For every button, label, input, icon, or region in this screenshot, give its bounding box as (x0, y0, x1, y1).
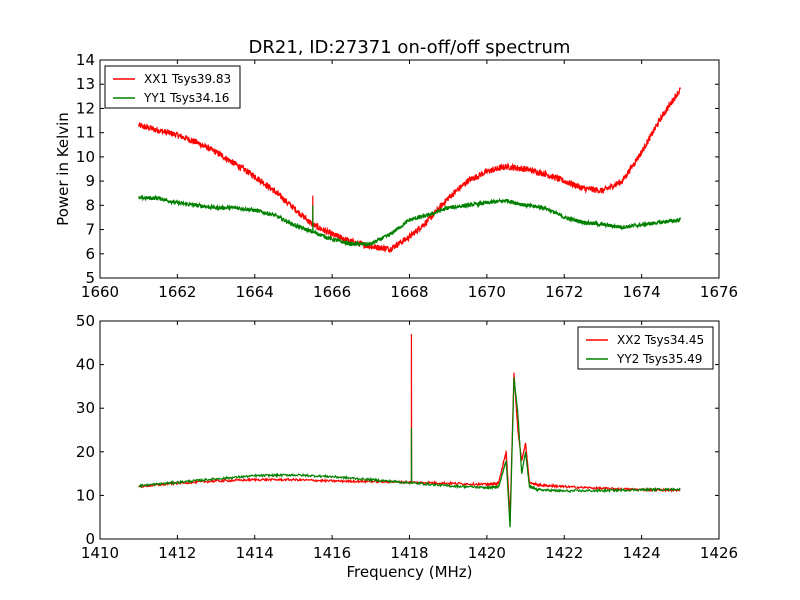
y-tick-label: 10 (76, 148, 95, 166)
series-line-1 (138, 87, 681, 254)
y-tick-label: 10 (76, 486, 95, 504)
x-tick-label: 1672 (545, 283, 583, 301)
legend-entry: YY1 Tsys34.16 (143, 91, 229, 105)
y-tick-label: 6 (85, 245, 95, 263)
y-tick-label: 14 (76, 51, 95, 69)
series-group (138, 334, 681, 528)
legend: XX2 Tsys34.45 YY2 Tsys35.49 (577, 326, 714, 370)
y-tick-label: 9 (85, 172, 95, 190)
legend-entry: YY2 Tsys35.49 (616, 352, 702, 366)
x-tick-label: 1420 (468, 544, 506, 562)
x-tick-label: 1660 (81, 283, 119, 301)
x-tick-label: 1426 (700, 544, 738, 562)
bottom-plot: 1410 1412 1414 1416 1418 1420 1422 1424 1426 0 10 2… (76, 312, 738, 581)
x-tick-label: 1664 (236, 283, 274, 301)
y-tick-label: 40 (76, 356, 95, 374)
y-tick-label: 50 (76, 312, 95, 330)
x-tick-label: 1412 (158, 544, 196, 562)
legend-entry: XX2 Tsys34.45 (617, 333, 704, 347)
y-tick-label: 8 (85, 196, 95, 214)
y-tick-label: 13 (76, 75, 95, 93)
legend: XX1 Tsys39.83 YY1 Tsys34.16 (104, 65, 241, 109)
x-tick-label: 1674 (623, 283, 661, 301)
x-tick-label: 1416 (313, 544, 351, 562)
series-line-2 (138, 377, 681, 528)
x-tick-label: 1666 (313, 283, 351, 301)
y-tick-label: 7 (85, 221, 95, 239)
x-tick-label: 1424 (623, 544, 661, 562)
x-axis-label: Frequency (MHz) (346, 563, 472, 581)
x-tick-label: 1668 (390, 283, 428, 301)
y-axis-label: Power in Kelvin (54, 112, 72, 226)
series-line-2 (138, 194, 681, 248)
y-tick-label: 20 (76, 443, 95, 461)
y-tick-label: 0 (85, 530, 95, 548)
series-line-1 (138, 334, 681, 517)
x-tick-label: 1676 (700, 283, 738, 301)
y-tick-label: 11 (76, 124, 95, 142)
y-tick-label: 12 (76, 99, 95, 117)
legend-entry: XX1 Tsys39.83 (144, 72, 231, 86)
y-tick-label: 30 (76, 399, 95, 417)
top-plot: 1660 1662 1664 1666 1668 1670 1672 1674 1676 5 6 7 8… (54, 37, 738, 301)
chart-title: DR21, ID:27371 on-off/off spectrum (249, 37, 571, 58)
x-tick-label: 1662 (158, 283, 196, 301)
x-tick-label: 1410 (81, 544, 119, 562)
x-tick-label: 1422 (545, 544, 583, 562)
legend-box (104, 65, 241, 109)
x-tick-label: 1670 (468, 283, 506, 301)
y-tick-label: 5 (85, 269, 95, 287)
legend-box (577, 326, 714, 370)
x-tick-label: 1418 (390, 544, 428, 562)
x-tick-label: 1414 (236, 544, 274, 562)
series-group (138, 87, 681, 254)
